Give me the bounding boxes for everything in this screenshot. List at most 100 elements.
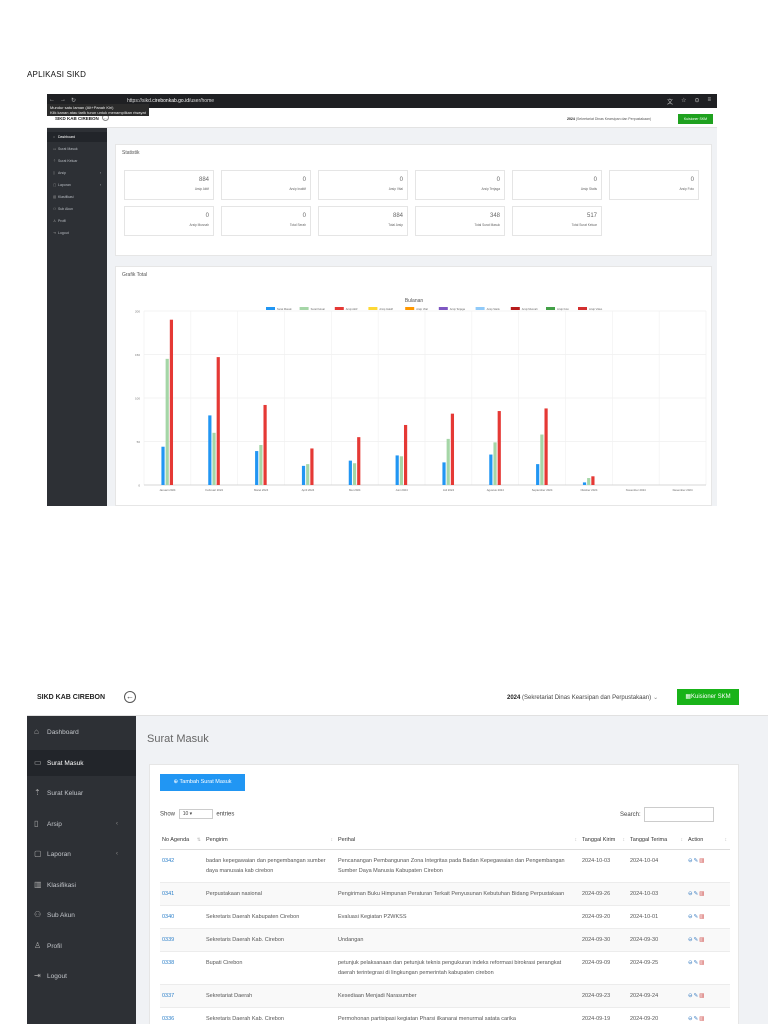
view-icon[interactable]: ⊖ — [688, 937, 694, 943]
sidebar-item-label: Surat Masuk — [58, 147, 78, 151]
delete-icon[interactable]: ▥ — [699, 937, 706, 943]
sidebar-item-profil[interactable]: ♙ Profil — [47, 216, 107, 226]
sidebar-item-label: Klasifikasi — [58, 195, 74, 199]
legend-label: Arsip Inaktif — [379, 307, 393, 311]
bar — [208, 415, 212, 485]
sidebar-item-sub-akun[interactable]: ⚇ Sub Akun — [47, 204, 107, 214]
agenda-number-link[interactable]: 0341 — [160, 882, 204, 906]
sidebar-item-dashboard[interactable]: ⌂ Dashboard — [27, 719, 136, 745]
table-row: 0338 Bupati Cirebon petunjuk pelaksanaan d… — [160, 951, 730, 985]
year-selector[interactable]: 2024 (Sekretariat Dinas Kearsipan dan Pe… — [567, 117, 652, 121]
star-icon[interactable]: ☆ — [681, 98, 687, 104]
column-header[interactable]: Action ↕ — [686, 833, 730, 850]
sidebar-toggle-icon[interactable]: ← — [124, 691, 136, 703]
delete-icon[interactable]: ▥ — [699, 1016, 706, 1022]
view-icon[interactable]: ⊖ — [688, 993, 694, 999]
pengirim-cell: Bupati Cirebon — [204, 951, 336, 985]
sidebar-item-laporan[interactable]: ▢ Laporan ‹ — [27, 841, 136, 867]
back-icon[interactable]: ← — [49, 97, 55, 103]
delete-icon[interactable]: ▥ — [699, 914, 706, 920]
agenda-number-link[interactable]: 0339 — [160, 928, 204, 952]
sidebar-item-logout[interactable]: ⇥ Logout — [27, 963, 136, 989]
view-icon[interactable]: ⊖ — [688, 960, 694, 966]
chevron-left-icon: ‹ — [115, 819, 118, 827]
sidebar-item-arsip[interactable]: ▯ Arsip ‹ — [27, 811, 136, 837]
agenda-number-link[interactable]: 0336 — [160, 1007, 204, 1024]
edit-icon[interactable]: ✎ — [693, 937, 700, 943]
chevron-left-icon: ‹ — [115, 850, 118, 857]
agenda-number-link[interactable]: 0340 — [160, 905, 204, 929]
statistik-card: Statistik 884 Arsip Aktif 0 Arsip Inaktif 0 A… — [115, 144, 712, 256]
sidebar-item-sub-akun[interactable]: ⚇ Sub Akun — [27, 902, 136, 928]
edit-icon[interactable]: ✎ — [693, 858, 700, 864]
upload-icon: ⇡ — [53, 159, 56, 163]
bar — [301, 465, 306, 485]
reload-icon[interactable]: ↻ — [71, 98, 77, 104]
edit-icon[interactable]: ✎ — [693, 891, 700, 897]
kuisioner-button[interactable]: ▦Kuisioner SKM — [677, 689, 739, 705]
book-icon: ▥ — [53, 195, 57, 199]
stat-label: Arsip Foto — [679, 187, 694, 191]
translate-icon[interactable]: 文 — [667, 100, 674, 106]
agenda-number-link[interactable]: 0337 — [160, 984, 204, 1008]
sidebar-item-label: Logout — [58, 231, 69, 235]
sidebar-item-klasifikasi[interactable]: ▥ Klasifikasi — [27, 872, 136, 898]
agenda-number-link[interactable]: 0342 — [160, 849, 204, 883]
bar — [161, 446, 165, 485]
users-icon: ⚇ — [53, 207, 57, 211]
delete-icon[interactable]: ▥ — [699, 960, 706, 966]
entries-select[interactable]: 10 ▾ — [178, 809, 213, 819]
column-header[interactable]: Perihal ↕ — [336, 833, 580, 850]
delete-icon[interactable]: ▥ — [699, 858, 706, 864]
stat-value: 884 — [198, 177, 209, 183]
legend-swatch — [546, 307, 555, 310]
sidebar-item-arsip[interactable]: ▯ Arsip ‹ — [47, 168, 107, 178]
edit-icon[interactable]: ✎ — [693, 960, 700, 966]
bar — [306, 464, 310, 485]
sidebar-item-klasifikasi[interactable]: ▥ Klasifikasi — [47, 192, 107, 202]
view-icon[interactable]: ⊖ — [688, 914, 694, 920]
sidebar-item-laporan[interactable]: ▢ Laporan ‹ — [47, 180, 107, 190]
sidebar-item-dashboard[interactable]: ⌂ Dashboard — [47, 132, 107, 142]
x-tick-label: Desember 2024 — [673, 488, 693, 492]
view-icon[interactable]: ⊖ — [688, 1016, 694, 1022]
edit-icon[interactable]: ✎ — [693, 1016, 700, 1022]
bar — [216, 357, 220, 485]
upload-icon: ⇡ — [34, 788, 41, 797]
edit-icon[interactable]: ✎ — [693, 914, 700, 920]
kuisioner-button[interactable]: Kuisioner SKM — [678, 114, 713, 124]
sidebar-item-profil[interactable]: ♙ Profil — [27, 933, 136, 959]
view-icon[interactable]: ⊖ — [688, 891, 694, 897]
sidebar-item-label: Sub Akun — [47, 912, 75, 919]
add-surat-masuk-button[interactable]: ⊕ Tambah Surat Masuk — [160, 774, 245, 791]
address-bar[interactable]: https://sikd.cirebonkab.go.id/user/home — [127, 98, 215, 104]
logout-icon: ⇥ — [34, 971, 41, 980]
delete-icon[interactable]: ▥ — [699, 891, 706, 897]
sidebar-item-surat-masuk[interactable]: ▭ Surat Masuk — [47, 144, 107, 154]
home-icon: ⌂ — [34, 727, 39, 736]
y-tick-label: 100 — [135, 397, 140, 401]
year-selector[interactable]: 2024 (Sekretariat Dinas Kearsipan dan Pe… — [507, 695, 659, 701]
column-header[interactable]: Pengirim ↕ — [204, 833, 336, 850]
column-header[interactable]: No Agenda ⇅ — [160, 833, 204, 850]
column-header[interactable]: Tanggal Terima ↕ — [628, 833, 686, 850]
tanggal-kirim-cell: 2024-09-20 — [580, 905, 628, 929]
stat-label: Arsip Statis — [580, 187, 597, 191]
edit-icon[interactable]: ✎ — [693, 993, 700, 999]
sidebar-item-surat-keluar[interactable]: ⇡ Surat Keluar — [47, 156, 107, 166]
search-input[interactable] — [643, 807, 714, 822]
legend-label: Arsip Foto — [557, 307, 569, 311]
entries-length-control: Show 10 ▾ entries — [160, 809, 235, 819]
x-tick-label: September 2024 — [532, 488, 553, 492]
column-header[interactable]: Tanggal Kirim ↕ — [580, 833, 628, 850]
forward-icon[interactable]: → — [60, 97, 66, 103]
agenda-number-link[interactable]: 0338 — [160, 951, 204, 985]
sidebar-item-logout[interactable]: ⇥ Logout — [47, 228, 107, 238]
menu-icon[interactable]: ≡ — [707, 97, 711, 103]
sort-icon: ↕ — [680, 837, 684, 843]
extension-icon[interactable]: ⊙ — [694, 98, 700, 104]
delete-icon[interactable]: ▥ — [699, 993, 706, 999]
sidebar-item-surat-keluar[interactable]: ⇡ Surat Keluar — [27, 780, 136, 806]
view-icon[interactable]: ⊖ — [688, 858, 694, 864]
sidebar-item-surat-masuk[interactable]: ▭ Surat Masuk — [27, 749, 136, 776]
